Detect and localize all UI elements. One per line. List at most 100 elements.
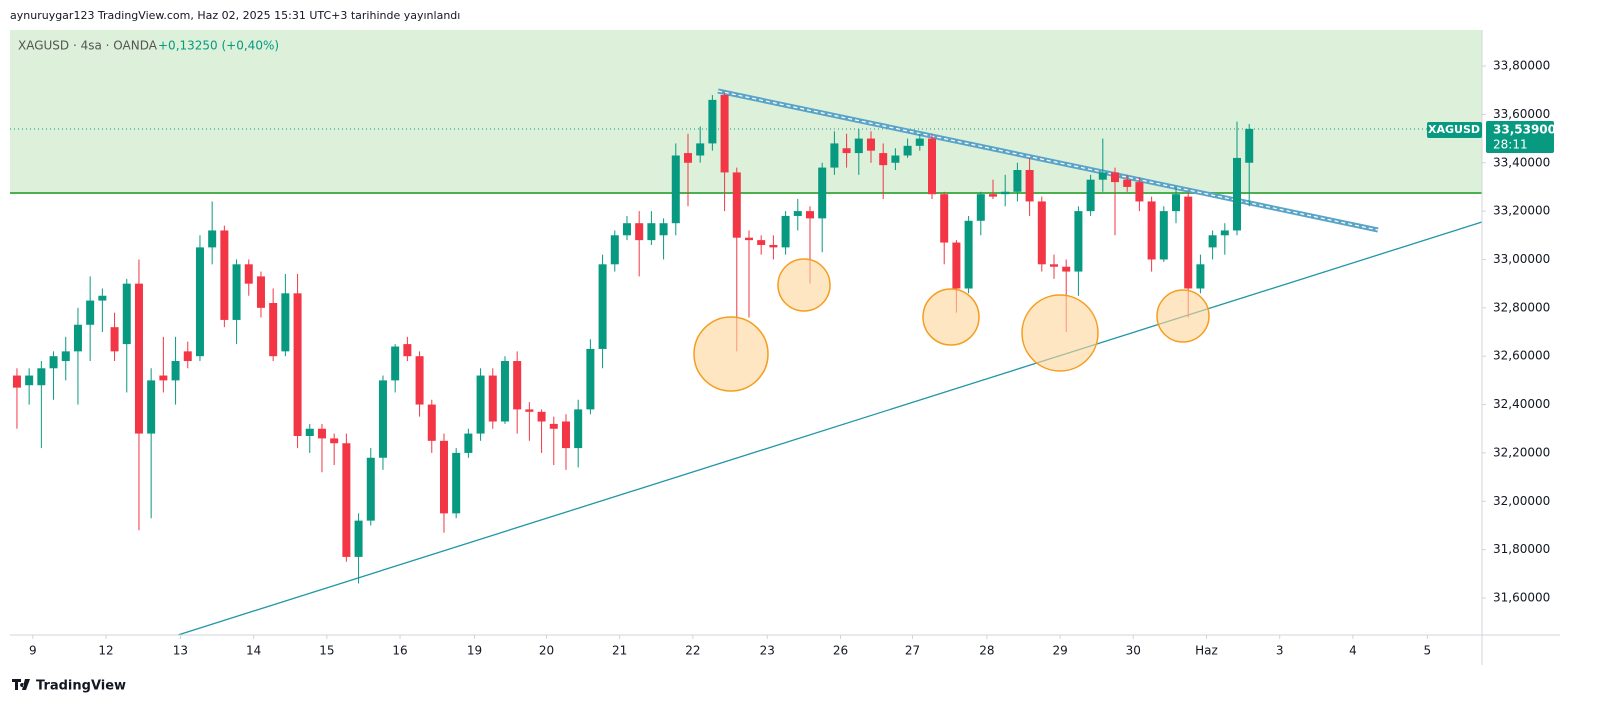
candle-body	[1086, 179, 1095, 212]
candle-body	[49, 356, 58, 369]
candle-body	[122, 283, 131, 345]
candle-body	[427, 404, 436, 441]
candle-body	[1062, 266, 1071, 272]
candle-body	[952, 242, 961, 289]
candles	[12, 92, 1254, 584]
candle-body	[1111, 172, 1120, 183]
y-tick-label: 31,80000	[1493, 542, 1550, 556]
y-tick-label: 32,60000	[1493, 349, 1550, 363]
candle-body	[378, 380, 387, 458]
candle-body	[1184, 196, 1193, 289]
candle-body	[134, 283, 143, 434]
candle-body	[891, 155, 900, 163]
candle-body	[830, 143, 839, 168]
candle-body	[561, 421, 570, 449]
candle-body	[854, 138, 863, 154]
candle-body	[708, 99, 717, 144]
candle-body	[317, 428, 326, 439]
x-tick-label: 21	[612, 644, 627, 658]
candle-body	[793, 211, 802, 216]
candle-body	[147, 380, 156, 434]
candle-body	[98, 295, 107, 301]
candle-body	[805, 211, 814, 219]
y-tick-label: 32,80000	[1493, 300, 1550, 314]
candle-body	[1037, 201, 1046, 265]
candle-body	[110, 327, 119, 352]
logo	[12, 679, 30, 690]
x-tick-label: 3	[1276, 644, 1284, 658]
candle-body	[61, 351, 70, 362]
candle-body	[171, 361, 180, 381]
candle-body	[354, 520, 363, 557]
candle-body	[342, 443, 351, 557]
candle-body	[757, 240, 766, 245]
candle-body	[769, 244, 778, 248]
candle-body	[842, 148, 851, 154]
candle-body	[464, 433, 473, 453]
x-tick-label: 12	[98, 644, 113, 658]
candle-body	[818, 167, 827, 219]
tag-symbol: XAGUSD	[1428, 123, 1480, 136]
candle-body	[305, 428, 314, 436]
candle-body	[1220, 230, 1229, 236]
x-tick-label: 4	[1349, 644, 1357, 658]
y-tick-label: 33,80000	[1493, 59, 1550, 73]
candle-body	[610, 235, 619, 265]
candle-body	[1098, 172, 1107, 180]
candle-body	[1001, 191, 1010, 195]
candle-body	[269, 302, 278, 357]
header: aynuruygar123 TradingView.com, Haz 02, 2…	[10, 9, 460, 22]
candle-body	[1123, 179, 1132, 187]
candle-body	[232, 264, 241, 320]
x-tick-label: 23	[760, 644, 775, 658]
candle-body	[903, 145, 912, 156]
candle-body	[1196, 264, 1205, 289]
candle-body	[1050, 264, 1059, 267]
tag-symbol-bg	[1427, 122, 1482, 138]
candle-body	[1147, 201, 1156, 260]
circle	[922, 288, 980, 346]
candle-body	[391, 346, 400, 381]
candle-body	[598, 264, 607, 349]
candle-body	[1159, 211, 1168, 260]
candle-body	[159, 375, 168, 381]
candle-body	[1074, 211, 1083, 272]
candle-body	[439, 440, 448, 514]
x-tick-label: 15	[319, 644, 334, 658]
x-tick-label: 9	[29, 644, 37, 658]
candle-body	[366, 457, 375, 521]
circle	[1021, 294, 1099, 372]
highlights	[693, 258, 1210, 392]
candle-body	[1013, 170, 1022, 192]
candle-body	[622, 223, 631, 236]
circle	[693, 316, 769, 392]
candle-body	[635, 223, 644, 241]
zone	[10, 30, 1482, 193]
candle-body	[452, 452, 461, 514]
candle-body	[915, 138, 924, 146]
y-tick-label: 33,40000	[1493, 155, 1550, 169]
x-tick-label: 22	[685, 644, 700, 658]
x-tick-label: 20	[539, 644, 554, 658]
candle-body	[1135, 182, 1144, 202]
candle-body	[513, 361, 522, 410]
legend-change: +0,13250 (+0,40%)	[158, 39, 279, 53]
candle-body	[293, 293, 302, 436]
candle-body	[744, 237, 753, 241]
candle-body	[574, 409, 583, 449]
candle-body	[781, 215, 790, 248]
x-tick-label: Haz	[1195, 644, 1218, 658]
candle-body	[866, 138, 875, 151]
x-tick-label: 13	[173, 644, 188, 658]
y-tick-label: 32,20000	[1493, 445, 1550, 459]
circle	[777, 258, 831, 312]
candle-body	[964, 220, 973, 289]
candle-body	[549, 423, 558, 429]
x-tick-label: 28	[979, 644, 994, 658]
candle-body	[220, 230, 229, 320]
y-tick-label: 33,20000	[1493, 204, 1550, 218]
candle-body	[73, 324, 82, 352]
x-tick-label: 5	[1424, 644, 1432, 658]
y-tick-label: 32,40000	[1493, 397, 1550, 411]
legend-symbol: XAGUSD · 4sa · OANDA	[18, 39, 158, 53]
